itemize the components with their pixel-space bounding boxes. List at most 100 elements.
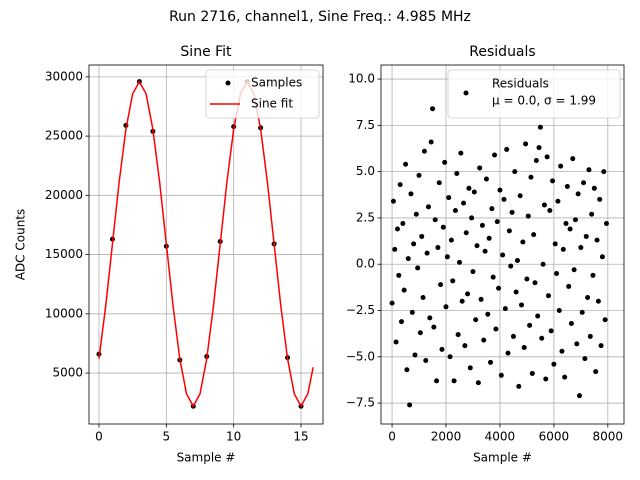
- legend-label: Residuals: [492, 77, 549, 91]
- point: [469, 215, 475, 221]
- point: [451, 378, 457, 384]
- y-tick-label: −5.0: [346, 349, 375, 363]
- point: [431, 324, 437, 330]
- point: [576, 393, 582, 399]
- point: [393, 339, 399, 345]
- point: [502, 306, 508, 312]
- point: [444, 254, 450, 260]
- point: [550, 178, 556, 184]
- point: [601, 169, 607, 175]
- point: [454, 170, 460, 176]
- point: [482, 248, 488, 254]
- point: [397, 182, 403, 188]
- point: [492, 152, 498, 158]
- point: [483, 176, 489, 182]
- point: [594, 237, 600, 243]
- point: [562, 374, 568, 380]
- legend-label: Sine fit: [251, 97, 293, 111]
- point: [446, 195, 452, 201]
- point: [415, 265, 421, 271]
- point: [424, 250, 430, 256]
- point: [392, 246, 398, 252]
- point: [579, 309, 585, 315]
- x-axis-label: Sample #: [177, 451, 236, 465]
- point: [501, 196, 507, 202]
- y-axis-label: ADC Counts: [14, 209, 28, 281]
- legend-note: μ = 0.0, σ = 1.99: [492, 94, 596, 108]
- point: [465, 291, 471, 297]
- point: [478, 296, 484, 302]
- point: [519, 302, 525, 308]
- point: [405, 256, 411, 262]
- point: [586, 167, 592, 173]
- point: [531, 232, 537, 238]
- point: [528, 174, 534, 180]
- point: [509, 209, 515, 215]
- point: [421, 148, 427, 154]
- point: [459, 298, 465, 304]
- figure-title: Run 2716, channel1, Sine Freq.: 4.985 MH…: [169, 9, 471, 25]
- x-tick-label: 15: [293, 430, 308, 444]
- point: [602, 317, 608, 323]
- point: [442, 159, 448, 165]
- x-tick-label: 8000: [593, 430, 624, 444]
- y-tick-label: 5000: [52, 366, 83, 380]
- point: [529, 370, 535, 376]
- point: [558, 163, 564, 169]
- y-tick-label: 15000: [45, 247, 83, 261]
- point: [564, 183, 570, 189]
- point: [541, 202, 547, 208]
- point: [540, 261, 546, 267]
- point: [466, 185, 472, 191]
- x-axis-label: Sample #: [473, 451, 532, 465]
- point: [581, 180, 587, 186]
- point: [523, 141, 529, 147]
- point: [567, 226, 573, 232]
- point: [517, 193, 523, 199]
- y-tick-label: 10000: [45, 306, 83, 320]
- point: [513, 289, 519, 295]
- point: [554, 270, 560, 276]
- point: [578, 245, 584, 251]
- point: [467, 365, 473, 371]
- x-tick-label: 5: [163, 430, 171, 444]
- x-tick-label: 4000: [485, 430, 516, 444]
- point: [566, 283, 572, 289]
- point: [560, 246, 566, 252]
- plot-area: [389, 106, 609, 408]
- point: [570, 156, 576, 162]
- legend-marker: [225, 80, 231, 86]
- point: [403, 161, 409, 167]
- point: [427, 315, 433, 321]
- point: [417, 330, 423, 336]
- y-tick-label: 30000: [45, 69, 83, 83]
- x-tick-label: 2000: [431, 430, 462, 444]
- point: [589, 211, 595, 217]
- legend-box: [447, 69, 621, 119]
- point: [481, 337, 487, 343]
- point: [485, 311, 491, 317]
- point: [585, 295, 591, 301]
- point: [575, 191, 581, 197]
- point: [419, 233, 425, 239]
- point: [435, 245, 441, 251]
- point: [434, 378, 440, 384]
- point: [475, 380, 481, 386]
- axes-frame: [380, 64, 625, 425]
- point: [545, 293, 551, 299]
- point: [543, 376, 549, 382]
- point: [407, 402, 413, 408]
- point: [474, 243, 480, 249]
- point: [504, 146, 510, 152]
- point: [471, 189, 477, 195]
- point: [489, 206, 495, 212]
- point: [525, 213, 531, 219]
- point: [416, 172, 422, 178]
- point: [595, 298, 601, 304]
- point: [438, 282, 444, 288]
- legend-marker: [463, 90, 469, 96]
- point: [544, 154, 550, 160]
- point: [574, 341, 580, 347]
- point: [532, 280, 538, 286]
